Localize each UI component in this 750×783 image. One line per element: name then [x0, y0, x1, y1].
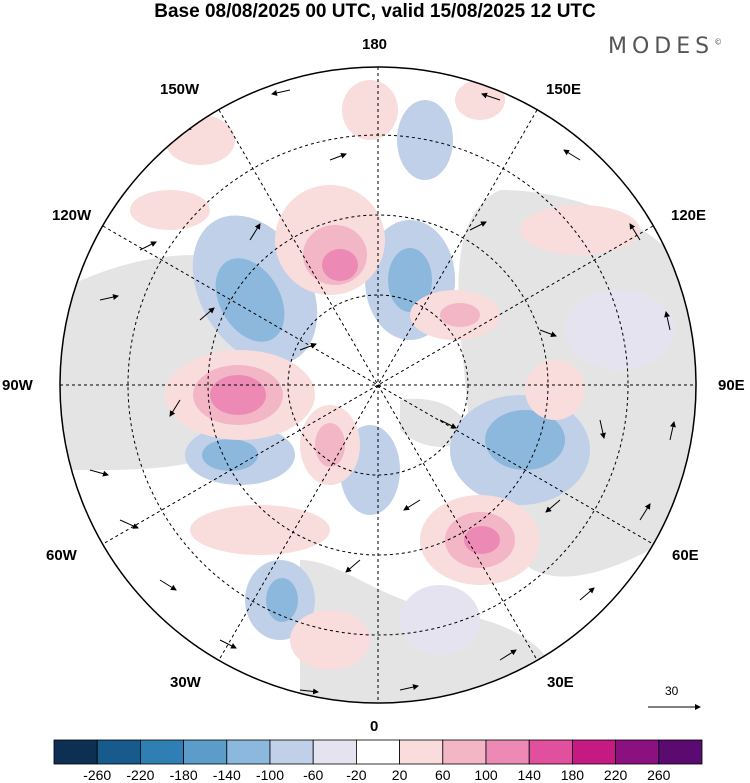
colorbar-swatch	[658, 739, 703, 765]
colorbar-tick-label: -180	[169, 767, 198, 783]
colorbar-swatch	[53, 739, 98, 765]
brand-name: MODES	[608, 34, 715, 59]
colorbar-swatch	[572, 739, 617, 765]
colorbar-swatch	[399, 739, 444, 765]
colorbar-swatch	[312, 739, 357, 765]
colorbar-tick-label: 60	[435, 767, 451, 783]
lon-label-30e: 30E	[547, 674, 574, 691]
colorbar-tick-label: -60	[303, 767, 324, 783]
lon-label-60e: 60E	[672, 547, 699, 564]
lon-label-30w: 30W	[170, 674, 201, 691]
lon-label-90e: 90E	[718, 377, 745, 394]
lon-label-0: 0	[370, 718, 379, 735]
colorbar-tick-label: -20	[346, 767, 367, 783]
colorbar-tick-label: 220	[603, 767, 628, 783]
colorbar-tick-label: 100	[474, 767, 498, 783]
lon-label-60w: 60W	[46, 547, 77, 564]
lon-label-90w: 90W	[2, 377, 33, 394]
colorbar-tick-label: -260	[83, 767, 112, 783]
map-title: Base 08/08/2025 00 UTC, valid 15/08/2025…	[154, 1, 596, 22]
colorbar-swatch	[615, 739, 660, 765]
negative-anomalies	[185, 100, 675, 655]
positive-anomalies	[130, 80, 640, 670]
colorbar-tick-label: 20	[391, 767, 408, 783]
colorbar-swatch	[96, 739, 141, 765]
map-boundary	[59, 66, 697, 704]
colorbar-tick-label: 140	[517, 767, 541, 783]
modes-logo: MODES©	[608, 34, 722, 59]
lon-label-120e: 120E	[671, 207, 707, 224]
colorbar-swatch	[139, 739, 184, 765]
colorbar-swatch	[355, 739, 400, 765]
lon-label-180: 180	[362, 36, 388, 53]
colorbar-tick-label: 180	[560, 767, 585, 783]
lon-label-150e: 150E	[546, 81, 582, 98]
colorbar-swatch	[442, 739, 487, 765]
brand-mark: ©	[714, 37, 723, 47]
colorbar-tick-label: -100	[255, 767, 285, 783]
lon-label-120w: 120W	[52, 207, 92, 224]
colorbar-tick-label: 260	[647, 767, 671, 783]
colorbar-swatch	[269, 739, 314, 765]
colorbar	[53, 739, 703, 765]
vector-scale-label: 30	[665, 684, 679, 698]
graticule	[60, 67, 696, 703]
colorbar-swatch	[528, 739, 573, 765]
lon-label-150w: 150W	[160, 81, 200, 98]
colorbar-tick-label: -140	[212, 767, 241, 783]
wind-vectors	[89, 89, 676, 695]
colorbar-tick-label: -220	[126, 767, 155, 783]
colorbar-swatch	[226, 739, 271, 765]
colorbar-swatch	[183, 739, 228, 765]
colorbar-swatch	[485, 739, 530, 765]
